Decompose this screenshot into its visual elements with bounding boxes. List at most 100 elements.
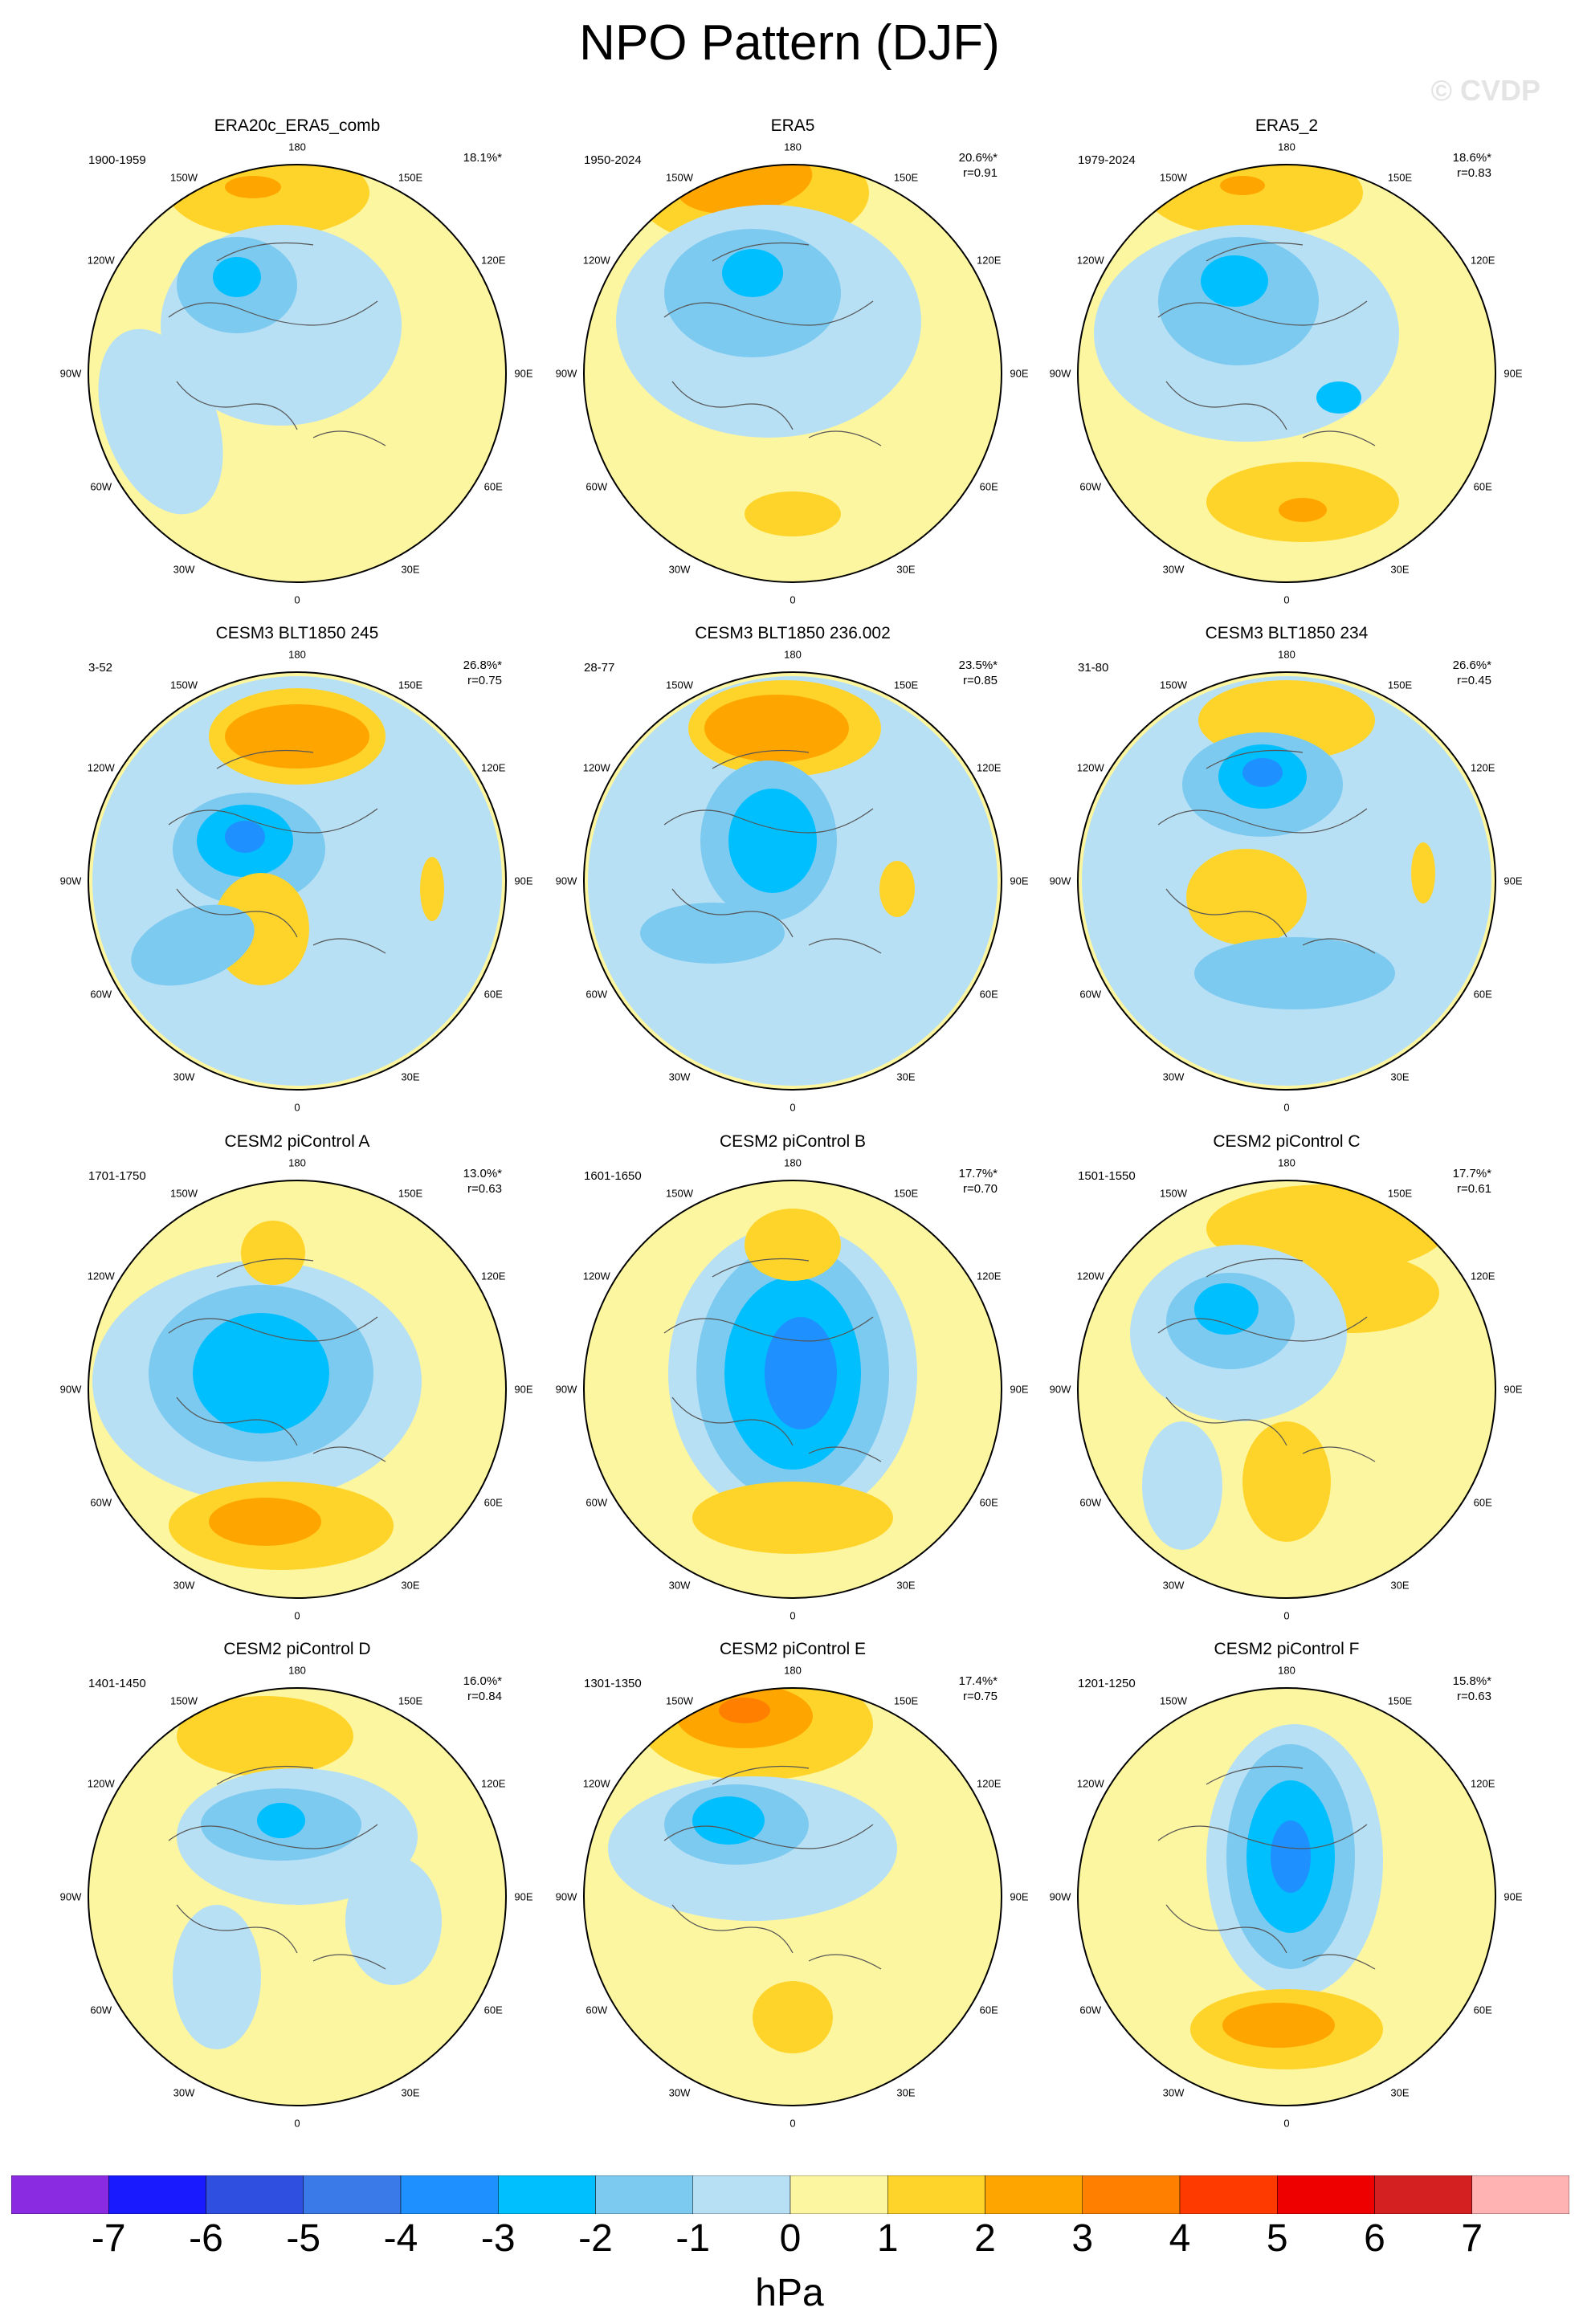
longitude-label: 120E (977, 254, 1002, 267)
longitude-label: 120W (87, 254, 115, 267)
panel-variance: 26.8%* r=0.75 (463, 658, 502, 688)
panel-correlation: r=0.83 (1457, 166, 1491, 180)
panel-title: CESM2 piControl D (223, 1640, 371, 1658)
longitude-label: 60W (90, 2004, 112, 2016)
map-panel: CESM2 piControl B 1601-1650 17.7%* r=0.70 18… (552, 1132, 1034, 1630)
panel-variance: 18.1%* (463, 150, 502, 165)
longitude-label: 30E (1390, 563, 1410, 576)
longitude-label: 120W (1076, 254, 1104, 267)
longitude-label: 180 (1278, 1156, 1295, 1169)
longitude-label: 120E (977, 1270, 1002, 1282)
anomaly-contour (177, 1696, 353, 1776)
figure-title: NPO Pattern (DJF) (579, 15, 1000, 71)
longitude-label: 0 (790, 1101, 796, 1114)
colorbar-tick-label: -6 (189, 2217, 223, 2260)
longitude-label: 90E (514, 367, 533, 380)
anomaly-contour (719, 1698, 770, 1723)
longitude-label: 60E (979, 1496, 998, 1509)
longitude-label: 150W (170, 1694, 198, 1707)
panel-period: 31-80 (1078, 661, 1109, 675)
longitude-label: 30W (173, 1579, 195, 1592)
longitude-label: 60W (1079, 1496, 1102, 1509)
longitude-label: 0 (1283, 1609, 1290, 1622)
longitude-label: 90E (1504, 367, 1523, 380)
longitude-label: 120E (481, 1777, 506, 1790)
panel-title: CESM3 BLT1850 236.002 (695, 624, 891, 642)
longitude-label: 180 (288, 1156, 306, 1169)
longitude-label: 0 (790, 2117, 796, 2130)
map-boundary (88, 1180, 507, 1599)
longitude-label: 90W (555, 875, 577, 887)
panel-correlation: r=0.85 (963, 674, 998, 687)
anomaly-contour (1271, 1820, 1311, 1893)
anomaly-contour (1194, 937, 1395, 1009)
map-boundary (88, 164, 507, 583)
anomaly-contour (765, 1317, 837, 1429)
panel-period: 1301-1350 (584, 1677, 642, 1690)
map-boundary (583, 1687, 1002, 2106)
anomaly-contour (193, 1313, 329, 1433)
colorbar-swatch (1082, 2175, 1181, 2214)
panel-period: 28-77 (584, 661, 615, 675)
map-panel: ERA5 1950-2024 20.6%* r=0.91 180 150E 120E 90E 6… (552, 116, 1034, 614)
longitude-label: 30W (668, 563, 691, 576)
longitude-label: 120W (1076, 1270, 1104, 1282)
anomaly-contour (345, 1857, 442, 1985)
longitude-label: 90E (1010, 367, 1029, 380)
longitude-label: 60W (90, 1496, 112, 1509)
colorbar-swatch (303, 2175, 402, 2214)
panel-title: CESM2 piControl B (719, 1132, 867, 1151)
longitude-label: 120W (582, 254, 610, 267)
panel-correlation: r=0.61 (1457, 1182, 1491, 1196)
polar-map (1077, 671, 1496, 1091)
longitude-label: 150W (666, 1694, 693, 1707)
longitude-label: 180 (288, 648, 306, 661)
longitude-label: 150E (893, 1187, 919, 1200)
longitude-label: 30E (401, 1579, 420, 1592)
panel-correlation: r=0.75 (467, 674, 502, 687)
panel-period: 1601-1650 (584, 1169, 642, 1183)
colorbar-swatch (595, 2175, 693, 2214)
longitude-label: 0 (790, 1609, 796, 1622)
anomaly-contour (1316, 381, 1361, 414)
longitude-label: 90W (59, 367, 82, 380)
longitude-label: 90W (1049, 1383, 1071, 1396)
longitude-label: 0 (790, 593, 796, 606)
colorbar-tick-label: 7 (1461, 2217, 1483, 2260)
anomaly-contour (225, 821, 265, 853)
anomaly-contour (728, 789, 817, 893)
longitude-label: 90E (514, 875, 533, 887)
anomaly-contour (1194, 1283, 1259, 1335)
anomaly-contour (879, 861, 915, 917)
anomaly-contour (704, 695, 849, 762)
panel-variance: 17.7%* r=0.61 (1453, 1166, 1491, 1197)
longitude-label: 150W (170, 679, 198, 691)
longitude-label: 150E (893, 1694, 919, 1707)
longitude-label: 120E (1471, 254, 1495, 267)
map-boundary (583, 164, 1002, 583)
longitude-label: 60E (979, 480, 998, 493)
colorbar-tick-label: 5 (1266, 2217, 1288, 2260)
longitude-label: 150W (666, 679, 693, 691)
longitude-label: 150E (398, 1187, 423, 1200)
longitude-label: 150E (1387, 171, 1413, 184)
anomaly-contour (225, 176, 281, 198)
panel-variance: 15.8%* r=0.63 (1453, 1674, 1491, 1704)
map-boundary (1077, 1180, 1496, 1599)
longitude-label: 120E (1471, 761, 1495, 774)
longitude-label: 30W (668, 1070, 691, 1083)
polar-map (88, 1687, 507, 2106)
longitude-label: 120E (977, 1777, 1002, 1790)
coastline (168, 749, 386, 954)
colorbar-tick-label: 1 (876, 2217, 899, 2260)
longitude-label: 120E (481, 761, 506, 774)
anomaly-contour (1201, 255, 1268, 307)
longitude-label: 60W (1079, 988, 1102, 1001)
panel-variance: 18.6%* r=0.83 (1453, 150, 1491, 181)
longitude-label: 120W (87, 1270, 115, 1282)
coastline (663, 1765, 882, 1970)
coastline (1157, 242, 1376, 446)
colorbar-tick-label: 3 (1071, 2217, 1094, 2260)
polar-map (583, 1687, 1002, 2106)
coastline (1157, 1765, 1376, 1970)
